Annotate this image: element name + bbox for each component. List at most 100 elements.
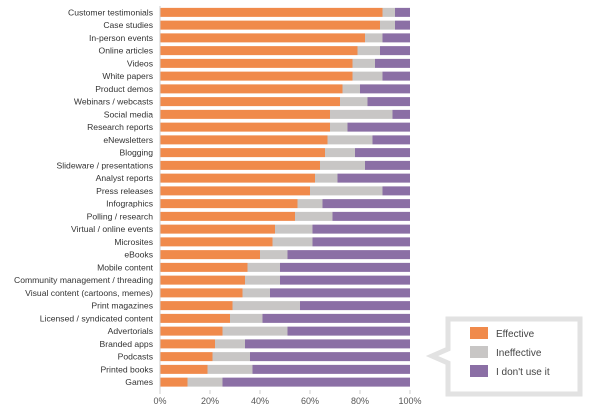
bar-ineffective-advertorials	[222, 326, 288, 336]
category-label: Podcasts	[118, 352, 153, 362]
bar-i-don-t-use-it-branded-apps	[245, 339, 410, 349]
bar-ineffective-virtual-online-events	[275, 224, 313, 234]
bar-i-don-t-use-it-virtual-online-events	[312, 224, 410, 234]
category-label: White papers	[102, 71, 153, 81]
bar-i-don-t-use-it-community-management-threading	[280, 275, 410, 285]
bar-i-don-t-use-it-blogging	[355, 148, 410, 158]
bar-ineffective-licensed-syndicated-content	[230, 313, 263, 323]
bar-effective-print-magazines	[160, 301, 233, 311]
bar-effective-podcasts	[160, 352, 213, 362]
bar-i-don-t-use-it-online-articles	[380, 46, 410, 56]
bar-i-don-t-use-it-polling-research	[332, 211, 410, 221]
bar-i-don-t-use-it-print-magazines	[300, 301, 410, 311]
bar-ineffective-social-media	[330, 109, 393, 119]
category-label: Virtual / online events	[71, 224, 153, 234]
bar-effective-virtual-online-events	[160, 224, 275, 234]
bar-i-don-t-use-it-research-reports	[347, 122, 410, 132]
bar-i-don-t-use-it-ebooks	[287, 250, 410, 260]
bar-i-don-t-use-it-press-releases	[382, 186, 410, 196]
bar-ineffective-case-studies	[380, 20, 395, 30]
bar-effective-enewsletters	[160, 135, 328, 145]
legend-swatch-effective	[470, 327, 488, 339]
category-label: Blogging	[120, 148, 154, 158]
bar-ineffective-blogging	[325, 148, 355, 158]
category-label: Community management / threading	[14, 275, 153, 285]
category-label: Research reports	[87, 122, 153, 132]
bar-i-don-t-use-it-analyst-reports	[337, 173, 410, 183]
category-label: eBooks	[124, 250, 153, 260]
bar-i-don-t-use-it-mobile-content	[280, 262, 410, 272]
x-tick-label: 100%	[398, 396, 421, 406]
bar-ineffective-white-papers	[352, 71, 383, 81]
bar-i-don-t-use-it-social-media	[392, 109, 410, 119]
category-label: Advertorials	[108, 326, 153, 336]
category-label: Press releases	[96, 186, 153, 196]
category-label: Infographics	[106, 199, 153, 209]
bar-effective-microsites	[160, 237, 273, 247]
bar-i-don-t-use-it-infographics	[322, 199, 410, 209]
x-tick-label: 80%	[351, 396, 369, 406]
category-label: Branded apps	[99, 339, 153, 349]
category-label: In-person events	[89, 33, 153, 43]
bar-effective-licensed-syndicated-content	[160, 313, 230, 323]
bar-i-don-t-use-it-microsites	[312, 237, 410, 247]
category-label: Videos	[127, 58, 153, 68]
bar-ineffective-customer-testimonials	[382, 7, 395, 17]
bar-ineffective-printed-books	[207, 364, 253, 374]
bar-ineffective-polling-research	[295, 211, 333, 221]
category-label: Print magazines	[91, 301, 153, 311]
category-label: Visual content (cartoons, memes)	[25, 288, 153, 298]
bar-ineffective-print-magazines	[232, 301, 300, 311]
bar-effective-analyst-reports	[160, 173, 315, 183]
bar-effective-case-studies	[160, 20, 380, 30]
bar-effective-mobile-content	[160, 262, 248, 272]
x-tick-label: 40%	[251, 396, 269, 406]
bar-effective-customer-testimonials	[160, 7, 383, 17]
bar-effective-white-papers	[160, 71, 353, 81]
category-label: Mobile content	[97, 262, 154, 272]
bar-i-don-t-use-it-games	[222, 377, 410, 387]
category-label: Online articles	[99, 46, 153, 56]
bar-effective-ebooks	[160, 250, 260, 260]
bar-i-don-t-use-it-podcasts	[250, 352, 410, 362]
x-tick-label: 60%	[301, 396, 319, 406]
bar-i-don-t-use-it-visual-content-cartoons-memes	[270, 288, 410, 298]
bar-ineffective-infographics	[297, 199, 323, 209]
category-label: Analyst reports	[96, 173, 153, 183]
bar-ineffective-videos	[352, 58, 375, 68]
bar-i-don-t-use-it-advertorials	[287, 326, 410, 336]
bar-effective-games	[160, 377, 188, 387]
bar-i-don-t-use-it-case-studies	[395, 20, 410, 30]
bar-effective-blogging	[160, 148, 325, 158]
bar-i-don-t-use-it-licensed-syndicated-content	[262, 313, 410, 323]
bar-i-don-t-use-it-printed-books	[252, 364, 410, 374]
bar-i-don-t-use-it-white-papers	[382, 71, 410, 81]
category-label: Slideware / presentations	[57, 160, 154, 170]
bar-ineffective-ebooks	[260, 250, 288, 260]
bar-effective-visual-content-cartoons-memes	[160, 288, 243, 298]
legend-label-effective: Effective	[496, 329, 535, 340]
bar-ineffective-community-management-threading	[245, 275, 280, 285]
x-tick-label: 0%	[153, 396, 166, 406]
legend: Effective Ineffective I don't use it	[425, 316, 583, 397]
bar-ineffective-research-reports	[330, 122, 348, 132]
bar-effective-branded-apps	[160, 339, 215, 349]
category-label: Social media	[104, 109, 153, 119]
category-label: Games	[125, 377, 153, 387]
legend-swatch-ineffective	[470, 346, 488, 358]
legend-box	[425, 316, 583, 397]
bar-effective-slideware-presentations	[160, 160, 320, 170]
bar-ineffective-press-releases	[310, 186, 383, 196]
bar-effective-online-articles	[160, 46, 358, 56]
category-label: Microsites	[114, 237, 153, 247]
bar-effective-press-releases	[160, 186, 310, 196]
bar-effective-in-person-events	[160, 33, 365, 43]
bar-effective-webinars-webcasts	[160, 97, 340, 107]
bar-i-don-t-use-it-webinars-webcasts	[367, 97, 410, 107]
bar-ineffective-enewsletters	[327, 135, 373, 145]
legend-label-i-don-t-use-it: I don't use it	[496, 367, 550, 378]
category-label: Webinars / webcasts	[74, 97, 153, 107]
bar-effective-social-media	[160, 109, 330, 119]
category-label: Licensed / syndicated content	[40, 313, 154, 323]
